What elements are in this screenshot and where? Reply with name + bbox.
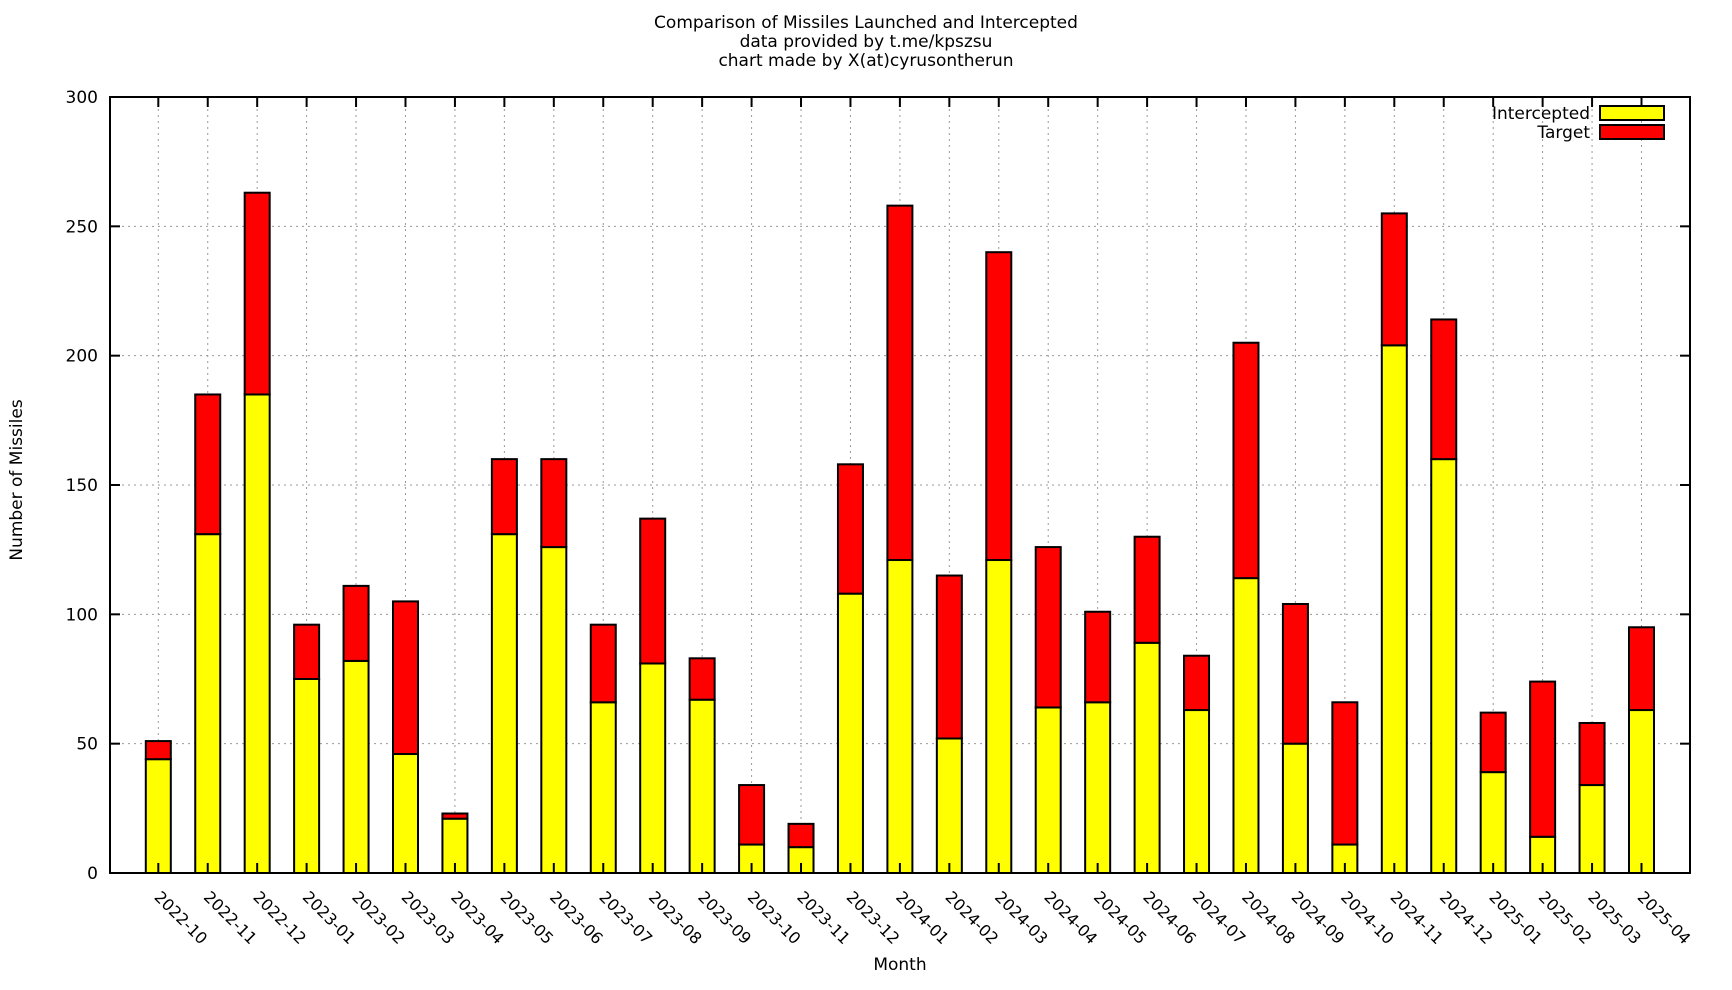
y-tick-label: 150 xyxy=(66,476,98,496)
bar-2025-04-intercepted xyxy=(1628,709,1655,874)
bar-2024-09-intercepted xyxy=(1281,742,1309,875)
y-axis-label: Number of Missiles xyxy=(7,399,27,560)
bar-2023-01-target xyxy=(293,623,321,680)
bar-2025-04-target xyxy=(1628,626,1655,712)
bar-2023-04-target xyxy=(441,812,469,820)
bar-2025-01-target xyxy=(1479,711,1507,774)
bar-2024-09-target xyxy=(1281,602,1309,745)
bar-2023-04-intercepted xyxy=(441,817,469,874)
bar-2023-10-target xyxy=(738,784,766,846)
chart-title: Comparison of Missiles Launched and Inte… xyxy=(654,13,1078,33)
bar-2023-06-target xyxy=(540,458,568,549)
x-axis-label: Month xyxy=(873,955,926,975)
bar-2023-12-target xyxy=(836,463,864,595)
bar-2022-12-intercepted xyxy=(243,393,271,874)
legend-label-intercepted: Intercepted xyxy=(1492,104,1590,124)
bar-2024-07-intercepted xyxy=(1183,709,1211,874)
bar-2025-01-intercepted xyxy=(1479,771,1507,874)
bar-2023-07-intercepted xyxy=(589,701,617,875)
bar-2025-03-target xyxy=(1578,721,1606,787)
bar-2024-06-target xyxy=(1133,535,1161,644)
bar-2024-01-intercepted xyxy=(886,559,914,874)
bar-2022-12-target xyxy=(243,191,271,396)
bar-2024-08-intercepted xyxy=(1232,577,1260,874)
bar-2024-02-target xyxy=(935,574,963,740)
bar-2022-10-intercepted xyxy=(144,758,172,874)
bar-2025-03-intercepted xyxy=(1578,784,1606,875)
bar-2023-09-intercepted xyxy=(688,698,716,875)
bar-2023-08-intercepted xyxy=(639,662,667,874)
bar-2023-02-intercepted xyxy=(342,659,370,874)
bar-2022-10-target xyxy=(144,740,172,761)
bar-2024-03-target xyxy=(985,251,1013,562)
bar-2024-04-intercepted xyxy=(1034,706,1062,874)
bar-2024-06-intercepted xyxy=(1133,641,1161,875)
bar-2024-03-intercepted xyxy=(985,559,1013,874)
bar-2024-05-target xyxy=(1084,610,1112,704)
bar-2023-02-target xyxy=(342,584,370,662)
bar-2023-06-intercepted xyxy=(540,546,568,875)
bar-2025-02-target xyxy=(1529,680,1557,838)
chart-subtitle-source: data provided by t.me/kpszsu xyxy=(739,32,993,52)
legend-swatch-target xyxy=(1599,124,1665,140)
legend-swatch-intercepted xyxy=(1599,105,1665,121)
bar-2024-05-intercepted xyxy=(1084,701,1112,875)
bar-2023-01-intercepted xyxy=(293,678,321,874)
chart-title-block: Comparison of Missiles Launched and Inte… xyxy=(0,14,1732,71)
y-tick-label: 250 xyxy=(66,217,98,237)
y-tick-label: 50 xyxy=(76,735,98,755)
bar-2024-08-target xyxy=(1232,341,1260,580)
bar-2022-11-target xyxy=(194,393,222,536)
bar-2023-12-intercepted xyxy=(836,592,864,874)
bar-2024-01-target xyxy=(886,204,914,562)
bar-2024-11-intercepted xyxy=(1380,344,1408,874)
bar-2023-05-target xyxy=(490,458,518,536)
bar-2024-12-target xyxy=(1430,318,1458,461)
bar-2024-11-target xyxy=(1380,212,1408,347)
y-tick-label: 200 xyxy=(66,347,98,367)
bar-2023-05-intercepted xyxy=(490,533,518,874)
bar-2023-09-target xyxy=(688,657,716,701)
bar-2022-11-intercepted xyxy=(194,533,222,874)
legend-label-target: Target xyxy=(1536,123,1590,143)
bar-2024-07-target xyxy=(1183,654,1211,712)
y-tick-label: 300 xyxy=(66,88,98,108)
bar-2023-11-target xyxy=(787,822,815,849)
bar-2023-07-target xyxy=(589,623,617,704)
y-tick-label: 100 xyxy=(66,605,98,625)
bar-2023-03-target xyxy=(392,600,419,756)
bar-2024-12-intercepted xyxy=(1430,458,1458,874)
bar-2024-02-intercepted xyxy=(935,737,963,875)
bar-2024-04-target xyxy=(1034,546,1062,709)
y-tick-label: 0 xyxy=(87,864,98,884)
bar-2023-08-target xyxy=(639,517,667,665)
chart-subtitle-author: chart made by X(at)cyrusontherun xyxy=(718,51,1014,71)
bar-2024-10-target xyxy=(1331,701,1359,846)
bar-2023-03-intercepted xyxy=(392,753,419,874)
